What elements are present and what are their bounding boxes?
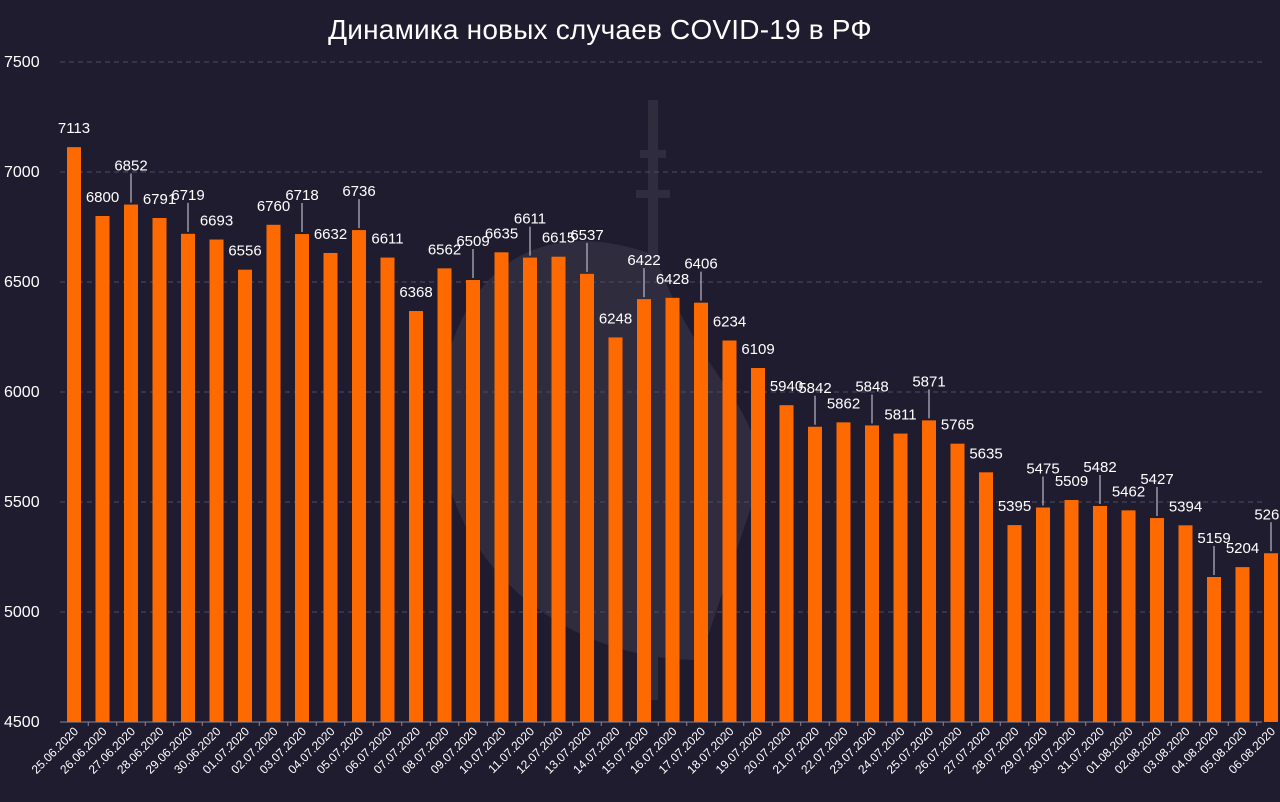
data-label: 5509: [1055, 473, 1088, 490]
data-label: 6428: [656, 271, 689, 288]
bar: [437, 268, 452, 722]
bar: [580, 273, 594, 722]
bar: [551, 256, 566, 722]
data-label: 5427: [1140, 471, 1173, 488]
bar: [466, 280, 480, 722]
bar: [665, 297, 680, 722]
bar: [124, 204, 138, 722]
data-label: 6537: [570, 227, 603, 244]
data-label: 6611: [371, 231, 403, 248]
bar: [266, 224, 281, 723]
data-label: 5395: [998, 498, 1031, 515]
bar: [979, 472, 993, 722]
bar: [409, 311, 423, 722]
y-tick-label: 4500: [4, 714, 40, 731]
bar: [1007, 525, 1022, 722]
data-label: 5394: [1169, 498, 1202, 515]
data-label: 6611: [514, 211, 546, 228]
data-label: 6562: [428, 241, 461, 258]
chart-title: Динамика новых случаев COVID-19 в РФ: [328, 14, 872, 45]
data-label: 6693: [200, 213, 233, 230]
bar: [1235, 567, 1250, 722]
data-label: 5482: [1083, 459, 1116, 476]
watermark-logo: [440, 100, 760, 700]
data-label: 5848: [855, 378, 888, 395]
data-label: 6234: [713, 314, 746, 331]
bar: [893, 433, 908, 722]
bar: [808, 426, 822, 722]
data-label: 5811: [884, 407, 916, 424]
bar: [95, 216, 110, 722]
data-label: 6718: [285, 187, 318, 204]
bar: [1036, 507, 1050, 722]
data-label: 5159: [1197, 530, 1230, 547]
bar: [1264, 553, 1278, 722]
bar: [751, 368, 765, 722]
data-label: 6422: [627, 252, 660, 269]
bar: [1178, 525, 1193, 722]
data-label: 5475: [1026, 461, 1059, 478]
bar: [922, 420, 936, 722]
data-label: 5462: [1112, 483, 1145, 500]
bar: [694, 302, 708, 722]
data-label: 5842: [798, 380, 831, 397]
data-label: 6368: [399, 284, 432, 301]
bar: [494, 252, 509, 723]
data-label: 6109: [741, 341, 774, 358]
data-label: 6556: [228, 243, 261, 260]
data-label: 6736: [342, 183, 375, 200]
y-tick-label: 6500: [4, 274, 40, 291]
bar: [1121, 510, 1136, 722]
bar: [323, 252, 338, 722]
data-label: 6760: [257, 198, 290, 215]
bar: [152, 217, 167, 723]
bar: [637, 299, 651, 722]
bar: [950, 443, 965, 722]
bar: [209, 239, 224, 723]
data-label: 6248: [599, 310, 632, 327]
bar: [238, 269, 252, 722]
data-label: 5635: [969, 445, 1002, 462]
data-label: 6791: [143, 191, 176, 208]
bar: [181, 233, 195, 722]
y-tick-label: 7500: [4, 54, 40, 71]
data-label: 6635: [485, 225, 518, 242]
bar: [380, 257, 395, 722]
data-label: 6719: [171, 187, 204, 204]
data-label: 5765: [941, 417, 974, 434]
bar: [1150, 518, 1164, 722]
bar: [608, 337, 623, 722]
y-tick-label: 5000: [4, 604, 40, 621]
bar: [1093, 505, 1107, 722]
bar: [523, 257, 537, 722]
data-label: 6852: [114, 158, 147, 175]
bar: [865, 425, 879, 722]
data-label: 7113: [58, 120, 90, 137]
data-label: 5862: [827, 395, 860, 412]
y-tick-label: 7000: [4, 164, 40, 181]
data-label: 5940: [770, 378, 803, 395]
bar: [722, 340, 737, 722]
data-label: 5204: [1226, 540, 1259, 557]
bar: [779, 405, 794, 722]
data-label: 6632: [314, 226, 347, 243]
bar: [352, 230, 366, 722]
bar: [1207, 577, 1221, 722]
bar: [295, 234, 309, 723]
bar: [836, 422, 851, 722]
bar: [67, 147, 81, 722]
y-tick-label: 6000: [4, 384, 40, 401]
data-label: 6615: [542, 230, 575, 247]
data-label: 5871: [912, 373, 945, 390]
bar: [1064, 500, 1079, 722]
y-tick-label: 5500: [4, 494, 40, 511]
data-label: 6509: [456, 233, 489, 250]
data-label: 6406: [684, 256, 717, 273]
data-label: 6800: [86, 189, 119, 206]
